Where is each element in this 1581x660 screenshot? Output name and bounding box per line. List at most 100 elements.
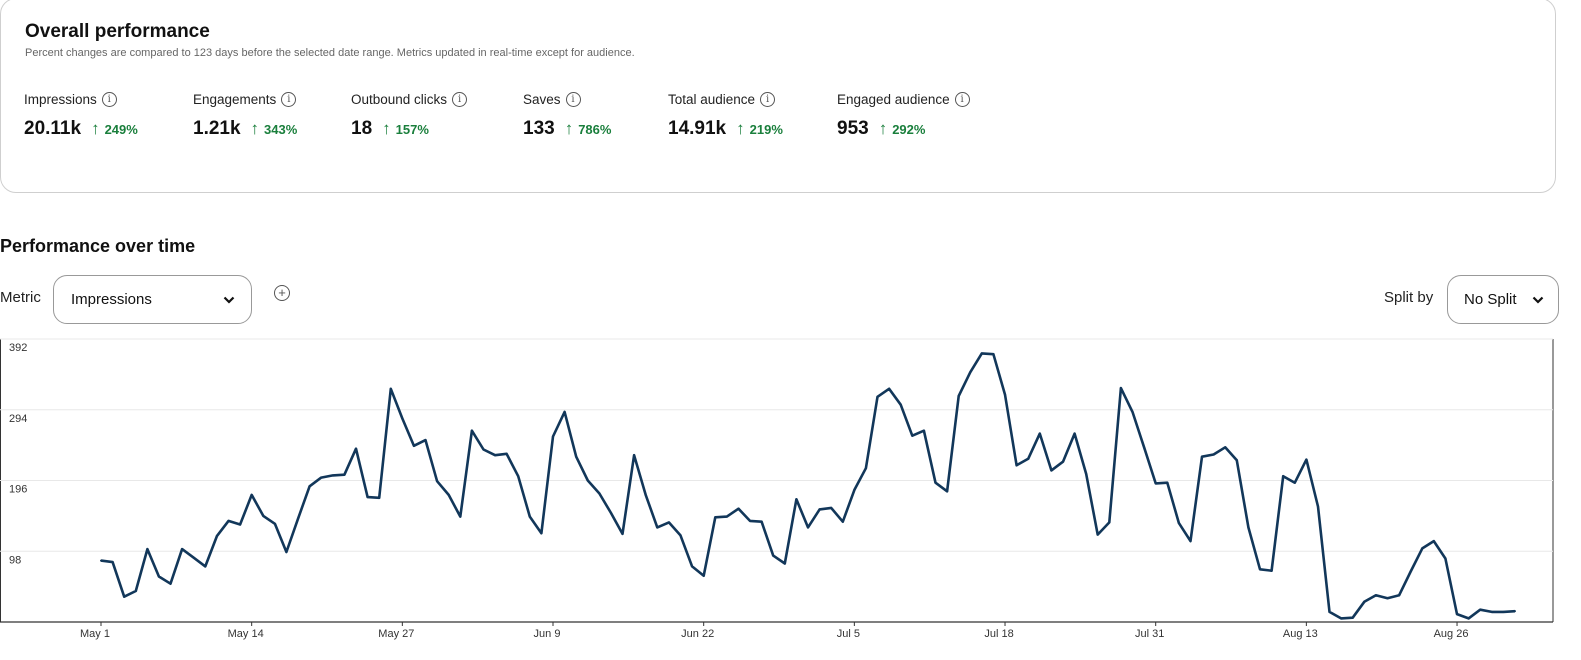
data-point [123,595,126,598]
metric-label-text: Engagements [193,91,277,107]
data-point [725,515,728,518]
data-point [1513,610,1516,613]
data-point [1490,610,1493,613]
data-point [1177,522,1180,525]
info-icon[interactable]: i [281,91,297,107]
data-point [412,444,415,447]
overall-performance-subtitle: Percent changes are compared to 123 days… [25,47,635,59]
x-tick-label: May 14 [228,628,264,640]
data-point [609,511,612,514]
metric-select-value: Impressions [71,291,152,308]
metric-outbound-clicks: Outbound clicks i 18 ↑ 157% [351,90,468,140]
data-point [899,403,902,406]
metric-change: 292% [892,122,926,137]
data-point [1270,569,1273,572]
overall-performance-card: Overall performance Percent changes are … [0,0,1556,193]
data-point [389,387,392,390]
split-by-select[interactable]: No Split [1447,275,1559,324]
x-tick-label: May 27 [378,628,414,640]
info-icon[interactable]: i [101,91,117,107]
metric-value: 953 [837,118,869,139]
data-point [783,562,786,565]
metric-label-text: Engaged audience [837,91,950,107]
data-point [528,515,531,518]
data-point [1050,469,1053,472]
data-point [1293,481,1296,484]
data-point [679,534,682,537]
data-point [540,532,543,535]
y-tick-label: 196 [9,484,27,496]
data-point [830,506,833,509]
info-icon[interactable]: i [565,91,581,107]
data-point [714,516,717,519]
data-point [1212,453,1215,456]
metric-label: Metric [0,289,41,306]
data-point [285,550,288,553]
x-tick-label: Jul 5 [837,628,860,640]
data-point [749,519,752,522]
info-icon[interactable]: i [954,91,970,107]
data-point [1119,387,1122,390]
data-point [100,559,102,562]
data-point [853,488,856,491]
metric-select[interactable]: Impressions [53,275,252,324]
split-by-select-value: No Split [1464,291,1517,308]
x-tick-label: Aug 26 [1434,628,1469,640]
data-point [204,565,207,568]
data-point [1444,557,1447,560]
split-by-label: Split by [1384,289,1434,306]
data-point [957,395,960,398]
data-point [239,523,242,526]
data-point [1143,446,1146,449]
x-tick-label: Jun 22 [681,628,714,640]
data-point [795,498,798,501]
data-point [1316,505,1319,508]
chevron-down-icon [223,296,235,304]
info-icon[interactable]: i [760,91,776,107]
data-point [1224,446,1227,449]
data-point [424,439,427,442]
data-point [134,589,137,592]
data-point [621,532,624,535]
x-tick-label: Jul 31 [1135,628,1164,640]
data-point [552,435,555,438]
data-point [1259,568,1261,571]
data-point [1386,597,1389,600]
data-point [505,452,508,455]
data-point [250,493,253,496]
data-point [575,455,578,458]
up-arrow-icon: ↑ [878,119,888,138]
metric-label: Impressions i [24,90,138,108]
info-icon[interactable]: i [452,91,468,107]
plus-circle-icon[interactable]: + [274,285,290,301]
data-point [876,395,879,398]
data-point [841,520,844,523]
metric-label: Engaged audience i [837,90,970,108]
metric-label-text: Total audience [668,91,756,107]
data-point [656,526,659,529]
data-point [447,493,450,496]
data-point [378,496,381,499]
data-point [1154,482,1157,485]
up-arrow-icon: ↑ [736,119,745,138]
metric-value: 18 [351,118,373,139]
up-arrow-icon: ↑ [91,119,100,138]
x-tick-label: Jul 18 [984,628,1013,640]
performance-over-time-title: Performance over time [0,236,196,256]
data-point [760,520,763,523]
data-point [888,387,891,390]
data-point [343,473,346,476]
data-point [1398,594,1401,597]
data-point [922,429,925,432]
data-point [667,521,670,524]
overall-performance-title: Overall performance [25,21,210,42]
data-point [633,454,636,457]
data-point [644,493,647,496]
metric-engaged-audience: Engaged audience i 953 ↑ 292% [837,90,970,140]
data-point [1340,617,1343,620]
data-point [691,565,694,568]
data-point [1351,616,1354,619]
impressions-line-chart: 98 196 294 392 May 1 May 14 May 27 Jun 9 Jun 22 J… [0,338,1554,640]
data-point [598,492,601,495]
metric-change: 157% [395,122,429,137]
